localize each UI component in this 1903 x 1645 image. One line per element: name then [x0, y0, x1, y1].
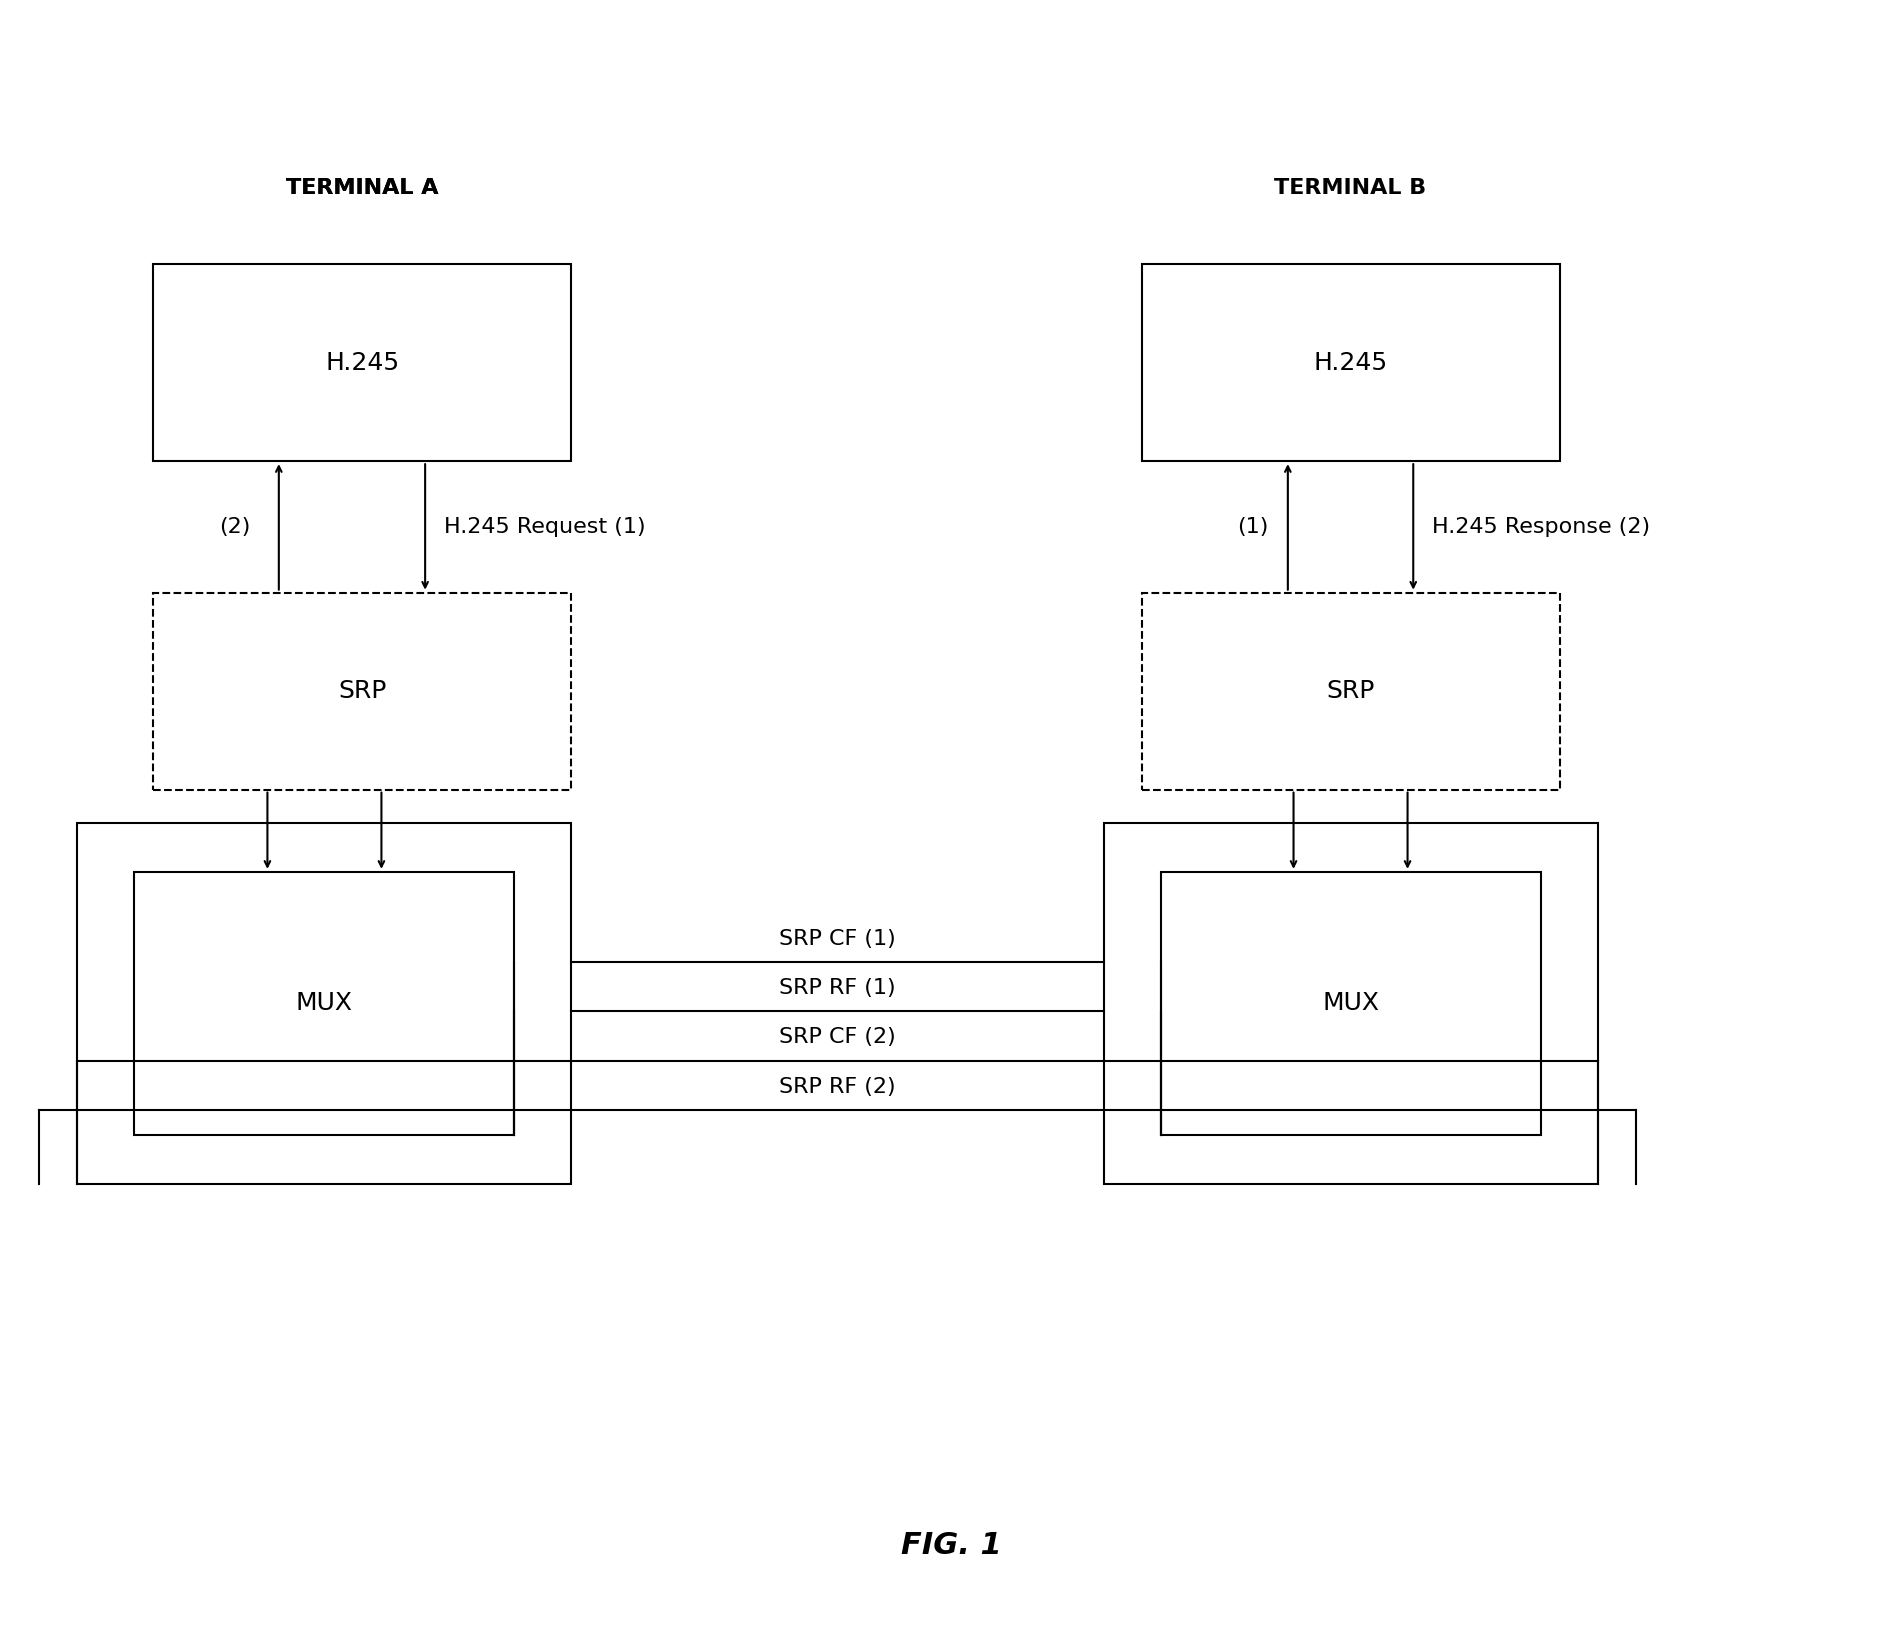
Text: H.245 Request (1): H.245 Request (1) — [443, 517, 645, 536]
Text: SRP CF (2): SRP CF (2) — [778, 1028, 896, 1048]
Text: TERMINAL B: TERMINAL B — [1275, 178, 1427, 199]
Text: (1): (1) — [1237, 517, 1269, 536]
Text: TERMINAL A: TERMINAL A — [285, 178, 440, 199]
FancyBboxPatch shape — [1104, 822, 1599, 1184]
Text: MUX: MUX — [297, 992, 352, 1015]
Text: (2): (2) — [219, 517, 251, 536]
Text: FIG. 1: FIG. 1 — [902, 1530, 1001, 1559]
Text: H.245: H.245 — [1313, 350, 1387, 375]
Text: SRP CF (1): SRP CF (1) — [778, 929, 896, 949]
Text: TERMINAL A: TERMINAL A — [285, 178, 440, 199]
Text: H.245: H.245 — [325, 350, 400, 375]
FancyBboxPatch shape — [1142, 265, 1560, 461]
Text: SRP: SRP — [1326, 679, 1374, 702]
FancyBboxPatch shape — [135, 872, 514, 1135]
Text: MUX: MUX — [1323, 992, 1380, 1015]
Text: H.245 Response (2): H.245 Response (2) — [1433, 517, 1650, 536]
Text: SRP: SRP — [339, 679, 386, 702]
FancyBboxPatch shape — [78, 822, 571, 1184]
FancyBboxPatch shape — [154, 265, 571, 461]
FancyBboxPatch shape — [154, 592, 571, 790]
FancyBboxPatch shape — [1161, 872, 1541, 1135]
FancyBboxPatch shape — [1142, 592, 1560, 790]
Text: SRP RF (1): SRP RF (1) — [778, 979, 896, 999]
Text: SRP RF (2): SRP RF (2) — [778, 1077, 896, 1097]
